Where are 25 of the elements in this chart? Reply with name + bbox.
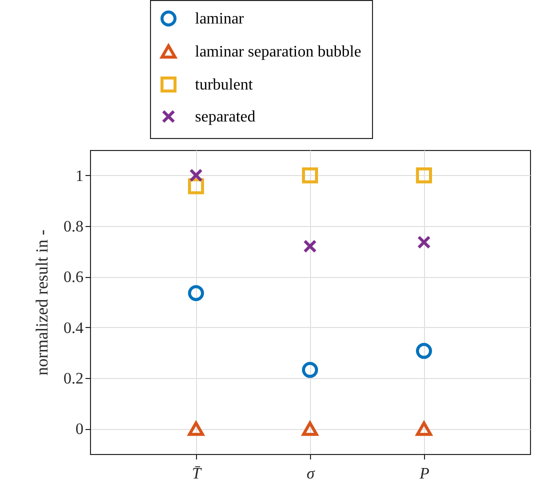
point bbox=[302, 422, 318, 436]
y-axis-title: normalized result in - bbox=[32, 229, 52, 376]
legend-label: laminar bbox=[195, 10, 245, 28]
x-tick-label: P bbox=[418, 466, 430, 482]
point bbox=[303, 240, 317, 253]
legend-label: turbulent bbox=[195, 76, 254, 94]
y-tick-label: 0 bbox=[76, 421, 84, 438]
point bbox=[189, 168, 203, 182]
legend-label: laminar separation bubble bbox=[195, 44, 362, 60]
y-tick-label: 0.8 bbox=[64, 218, 84, 236]
point bbox=[188, 285, 204, 302]
point bbox=[416, 422, 432, 436]
y-tick-label: 1 bbox=[76, 168, 84, 185]
point bbox=[188, 422, 204, 436]
x-tick-label: σ bbox=[306, 466, 316, 482]
point bbox=[417, 236, 431, 249]
y-tick-label: 0.2 bbox=[64, 370, 84, 388]
point bbox=[302, 362, 318, 378]
point bbox=[416, 342, 432, 359]
point bbox=[302, 167, 318, 184]
x-tick-label: T̄ bbox=[192, 466, 202, 482]
y-tick-label: 0.6 bbox=[64, 269, 84, 286]
y-tick-label: 0.4 bbox=[64, 320, 84, 337]
point bbox=[416, 167, 432, 184]
legend-label: separated bbox=[195, 108, 256, 126]
